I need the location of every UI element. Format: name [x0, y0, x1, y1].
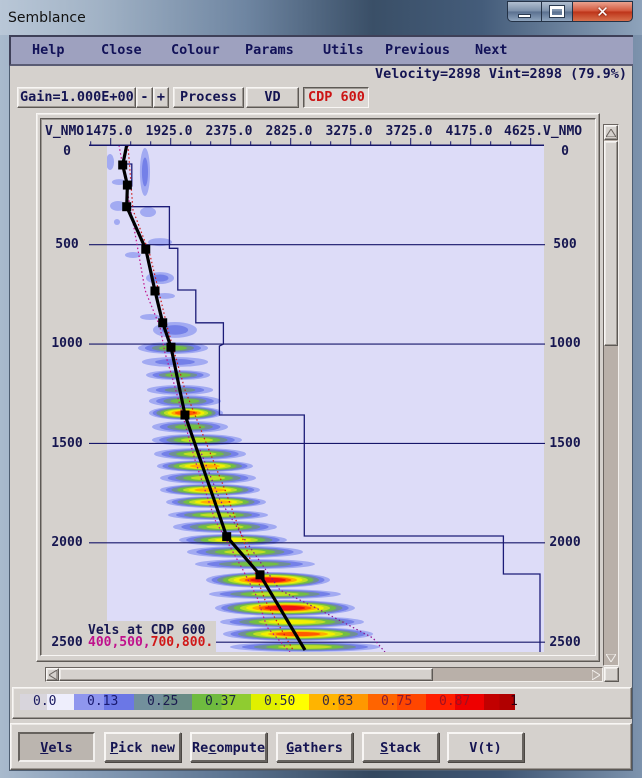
legend-cdps-red: 700,800. [150, 635, 214, 650]
button-label: V(t) [469, 740, 502, 756]
y-tick-label-left: 1000 [51, 336, 83, 351]
menu-help[interactable]: Help [32, 42, 65, 58]
legend-cdps: 400,500,700,800. [88, 636, 213, 650]
minimize-icon [518, 13, 531, 18]
vt-button[interactable]: V(t) [447, 732, 524, 762]
close-window-button[interactable]: ✕ [572, 1, 633, 22]
x-tick-label: 1475.0 [85, 124, 133, 139]
scroll-down-button[interactable] [604, 650, 618, 665]
cursor-readout: Velocity=2898 Vint=2898 (79.9%) [375, 66, 627, 82]
colour-cell: 0.0 [20, 694, 74, 710]
button-label: tack [388, 740, 421, 756]
vels-button[interactable]: Vels [18, 732, 95, 762]
x-tick-label: 3725.0 [385, 124, 433, 139]
x-tick-label: 3275.0 [325, 124, 373, 139]
window-title: Semblance [8, 10, 86, 26]
button-label: els [48, 740, 73, 756]
x-axis-label-right: V_NMO [543, 124, 583, 139]
legend-cdps-magenta: 400,500, [88, 635, 151, 650]
minimize-button[interactable] [507, 1, 542, 22]
colour-cell: 0.87 [426, 694, 484, 710]
button-label: Re [192, 740, 209, 756]
recompute-button[interactable]: Recompute [190, 732, 267, 762]
vertical-scroll-thumb[interactable] [604, 141, 618, 346]
menu-utils[interactable]: Utils [323, 42, 364, 58]
y-tick-label-right: 1500 [549, 436, 581, 451]
y-tick-label-right: 2000 [549, 535, 581, 550]
gain-decrease-button[interactable]: - [136, 87, 153, 108]
menu-next[interactable]: Next [475, 42, 508, 58]
menu-bar: Help Close Colour Params Utils Previous … [9, 35, 633, 66]
vertical-scrollbar[interactable] [603, 124, 619, 666]
y-tick-label-left: 2000 [51, 535, 83, 550]
y-tick-label-right: 500 [553, 237, 577, 252]
gain-increase-button[interactable]: + [153, 87, 169, 108]
colour-cell: 0.25 [134, 694, 192, 710]
arrow-up-icon [606, 128, 616, 137]
scroll-up-button[interactable] [604, 125, 618, 140]
colour-cell: 0.63 [309, 694, 368, 710]
menu-close[interactable]: Close [101, 42, 142, 58]
scroll-right-button[interactable] [589, 668, 602, 681]
colour-cell: 0.37 [192, 694, 251, 710]
y-tick-label-right: 2500 [549, 635, 581, 650]
scroll-corner [604, 667, 619, 682]
title-bar[interactable]: Semblance ✕ [0, 0, 642, 35]
stack-button[interactable]: Stack [362, 732, 439, 762]
button-mnemonic: S [380, 740, 389, 756]
gathers-button[interactable]: Gathers [276, 732, 353, 762]
gain-field[interactable]: Gain=1.000E+00 [17, 87, 136, 108]
colour-cell: 0.50 [251, 694, 309, 710]
horizontal-scrollbar[interactable] [45, 667, 603, 682]
legend-title: Vels at CDP 600 [88, 623, 206, 638]
y-tick-label-right: 1000 [549, 336, 581, 351]
arrow-down-icon [606, 653, 616, 662]
y-tick-label-left: 500 [55, 237, 79, 252]
menu-previous[interactable]: Previous [385, 42, 451, 58]
button-label: ick new [118, 740, 176, 756]
cdp-indicator[interactable]: CDP 600 [303, 87, 369, 108]
x-tick-label: 4625. [504, 124, 544, 139]
colour-cell: 0.13 [74, 694, 134, 710]
scroll-left-button[interactable] [46, 668, 59, 681]
button-label: ompute [216, 740, 266, 756]
maximize-button[interactable] [541, 1, 573, 22]
colour-cell: 1 [484, 694, 518, 710]
arrow-left-icon [48, 669, 57, 680]
y-tick-label-left: 1500 [51, 436, 83, 451]
menu-colour[interactable]: Colour [171, 42, 220, 58]
pick-new-button[interactable]: Pick new [104, 732, 181, 762]
colour-cell: 0.75 [368, 694, 426, 710]
close-icon: ✕ [596, 2, 609, 21]
x-tick-label: 4175.0 [445, 124, 493, 139]
action-button-bar: Vels Pick new Recompute Gathers Stack V(… [10, 723, 632, 770]
button-mnemonic: P [109, 740, 119, 756]
button-label: athers [294, 740, 343, 756]
picks-legend: Vels at CDP 600 400,500,700,800. [84, 621, 216, 652]
x-tick-label: 2825.0 [265, 124, 313, 139]
y-tick-label-left: 2500 [51, 635, 83, 650]
plot-panel [40, 118, 596, 656]
y-tick-label-right: 0 [561, 144, 569, 159]
arrow-right-icon [591, 669, 600, 680]
x-tick-label: 2375.0 [205, 124, 253, 139]
y-tick-label-left: 0 [63, 144, 71, 159]
maximize-icon [549, 5, 565, 18]
colour-scale-panel: 0.0 0.13 0.25 0.37 0.50 0.63 0.75 0.87 1 [12, 687, 632, 719]
menu-params[interactable]: Params [245, 42, 294, 58]
button-mnemonic: c [208, 740, 217, 756]
x-axis-label-left: V_NMO [45, 124, 85, 139]
x-tick-label: 1925.0 [145, 124, 193, 139]
vd-button[interactable]: VD [246, 87, 299, 108]
button-mnemonic: G [286, 740, 295, 756]
horizontal-scroll-thumb[interactable] [59, 668, 433, 681]
process-button[interactable]: Process [173, 87, 244, 108]
button-mnemonic: V [40, 740, 49, 756]
